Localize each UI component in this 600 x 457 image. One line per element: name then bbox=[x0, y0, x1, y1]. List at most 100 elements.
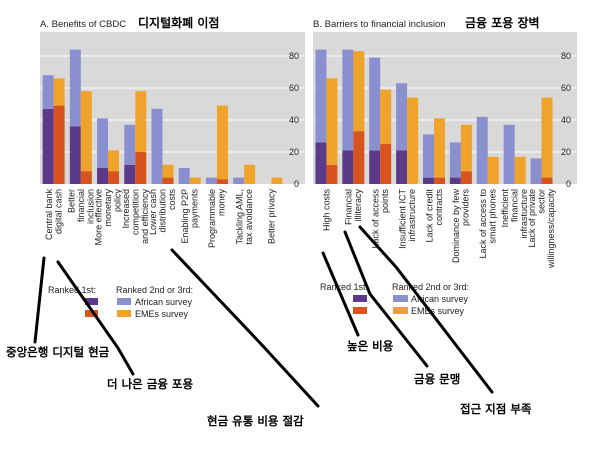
bar-segment bbox=[449, 142, 461, 178]
y-tick-label: 80 bbox=[561, 51, 571, 61]
panel-a-title-ko: 디지털화폐 이점 bbox=[138, 15, 219, 30]
legend-b-african-survey: African survey bbox=[411, 294, 469, 304]
annotation-line-high-costs bbox=[321, 251, 360, 337]
annotation-central-bank-cash: 중앙은행 디지털 현금 bbox=[6, 345, 110, 359]
panel-b: B. Barriers to financial inclusion 금융 포용… bbox=[313, 15, 577, 269]
category-label-text: High costs bbox=[321, 189, 331, 232]
category-label-text: Lack of privatesectorwillingness/capacit… bbox=[527, 189, 556, 270]
bar-segment bbox=[42, 75, 54, 109]
y-tick-label: 20 bbox=[561, 147, 571, 157]
category-label: Enabling P2Ppayments bbox=[180, 189, 200, 244]
category-label-text: Insufficient ICTinfrastructure bbox=[397, 188, 417, 248]
category-label-text: Lack of accesspoints bbox=[370, 189, 390, 249]
annotation-access-points: 접근 지점 부족 bbox=[460, 402, 532, 416]
y-tick-label: 0 bbox=[294, 179, 299, 189]
bar-segment bbox=[135, 91, 147, 152]
legend-b-swatch-ranked23-emes bbox=[393, 307, 408, 314]
legend-b-ranked-second-third: Ranked 2nd or 3rd: bbox=[392, 282, 469, 292]
bar-segment bbox=[380, 144, 392, 184]
bar-segment bbox=[449, 177, 461, 184]
bar-segment bbox=[271, 177, 283, 184]
legend-b-swatch-ranked1-african bbox=[353, 295, 367, 302]
bar-segment bbox=[216, 105, 228, 180]
category-label-text: Increasedcompetitionand efficiency bbox=[121, 189, 150, 244]
panel-b-y-ticks: 0 20 40 60 80 bbox=[561, 51, 571, 189]
legend-a-swatch-ranked23-emes bbox=[117, 310, 131, 317]
category-label-text: Financialilliteracy bbox=[344, 189, 364, 226]
legend-b-swatch-ranked1-emes bbox=[353, 307, 367, 314]
bar-segment bbox=[108, 150, 120, 172]
bar-segment bbox=[530, 158, 542, 184]
category-label: Betterfinancialinclusion bbox=[66, 189, 95, 224]
bar-segment bbox=[396, 150, 408, 184]
y-tick-label: 80 bbox=[289, 51, 299, 61]
category-label: Insufficient ICTinfrastructure bbox=[397, 188, 417, 248]
bar-segment bbox=[423, 177, 434, 184]
category-label-text: Inefficientfinancialinfrastucture bbox=[500, 189, 529, 239]
bar-segment bbox=[514, 156, 526, 184]
bar-segment bbox=[69, 126, 81, 184]
bar-segment bbox=[80, 91, 92, 172]
panel-a: A. Benefits of CBDC 디지털화폐 이점 0 20 40 60 80 C… bbox=[40, 15, 305, 248]
bar-segment bbox=[460, 124, 472, 172]
bar-segment bbox=[460, 171, 472, 184]
bar-segment bbox=[423, 134, 434, 178]
bar-segment bbox=[53, 105, 65, 184]
panel-b-legend: Ranked 1st: Ranked 2nd or 3rd: African s… bbox=[320, 282, 469, 316]
legend-b-ranked-first: Ranked 1st: bbox=[320, 282, 368, 292]
y-tick-label: 0 bbox=[566, 179, 571, 189]
y-tick-label: 60 bbox=[561, 83, 571, 93]
bar-segment bbox=[315, 49, 327, 143]
category-label: Financialilliteracy bbox=[344, 189, 364, 226]
category-label: Programmablemoney bbox=[207, 189, 227, 249]
bar-segment bbox=[162, 164, 174, 178]
bar-segment bbox=[151, 108, 163, 184]
panel-a-category-labels: Central bankdigital cash Betterfinanciali… bbox=[44, 189, 277, 249]
legend-b-swatch-ranked23-african bbox=[393, 295, 408, 302]
bar-segment bbox=[476, 116, 488, 184]
legend-a-emes-survey: EMEs survey bbox=[135, 309, 189, 319]
annotation-line-access-points bbox=[358, 225, 494, 394]
bar-segment bbox=[244, 164, 256, 184]
category-label: Better privacy bbox=[266, 189, 276, 245]
bar-segment bbox=[326, 164, 338, 184]
annotation-financial-illiteracy: 금융 문맹 bbox=[414, 372, 460, 386]
annotation-high-costs: 높은 비용 bbox=[347, 339, 394, 353]
y-tick-label: 20 bbox=[289, 147, 299, 157]
bar-segment bbox=[205, 177, 217, 184]
panel-b-title-ko: 금융 포용 장벽 bbox=[465, 15, 540, 30]
annotation-line-central-bank-cash bbox=[33, 256, 46, 344]
annotation-cash-distribution: 현금 유통 비용 절감 bbox=[207, 414, 304, 428]
panel-b-bars bbox=[315, 49, 553, 184]
bar-segment bbox=[342, 49, 354, 151]
bar-segment bbox=[108, 171, 120, 184]
bar-segment bbox=[407, 97, 419, 184]
bar-segment bbox=[53, 78, 65, 106]
annotation-line-cash-distribution bbox=[170, 248, 320, 408]
y-tick-label: 40 bbox=[561, 115, 571, 125]
bar-segment bbox=[503, 124, 515, 184]
category-label-text: Programmablemoney bbox=[207, 189, 227, 249]
category-label: Lack of access tosmart phones bbox=[478, 189, 498, 259]
legend-a-ranked-second-third: Ranked 2nd or 3rd: bbox=[116, 285, 193, 295]
annotation-line-financial-illiteracy bbox=[343, 230, 429, 368]
category-label: Increasedcompetitionand efficiency bbox=[121, 189, 150, 244]
bar-segment bbox=[369, 57, 381, 151]
legend-a-swatch-ranked1-african bbox=[85, 298, 98, 305]
bar-segment bbox=[178, 168, 190, 184]
bar-segment bbox=[124, 124, 136, 165]
annotation-lines bbox=[33, 225, 494, 408]
category-label-text: Betterfinancialinclusion bbox=[66, 189, 95, 224]
category-label: Central bankdigital cash bbox=[44, 189, 64, 241]
category-label-text: Lack of access tosmart phones bbox=[478, 189, 498, 259]
category-label: Lower cashdistributioncosts bbox=[148, 189, 177, 236]
panel-b-category-labels: High costs Financialilliteracy Lack of acc… bbox=[321, 188, 556, 269]
bar-segment bbox=[135, 152, 147, 184]
category-label: Lack of accesspoints bbox=[370, 189, 390, 249]
bar-segment bbox=[353, 51, 365, 132]
bar-segment bbox=[162, 177, 174, 184]
bar-segment bbox=[326, 78, 338, 165]
y-tick-label: 60 bbox=[289, 83, 299, 93]
panel-a-bars bbox=[42, 49, 283, 184]
